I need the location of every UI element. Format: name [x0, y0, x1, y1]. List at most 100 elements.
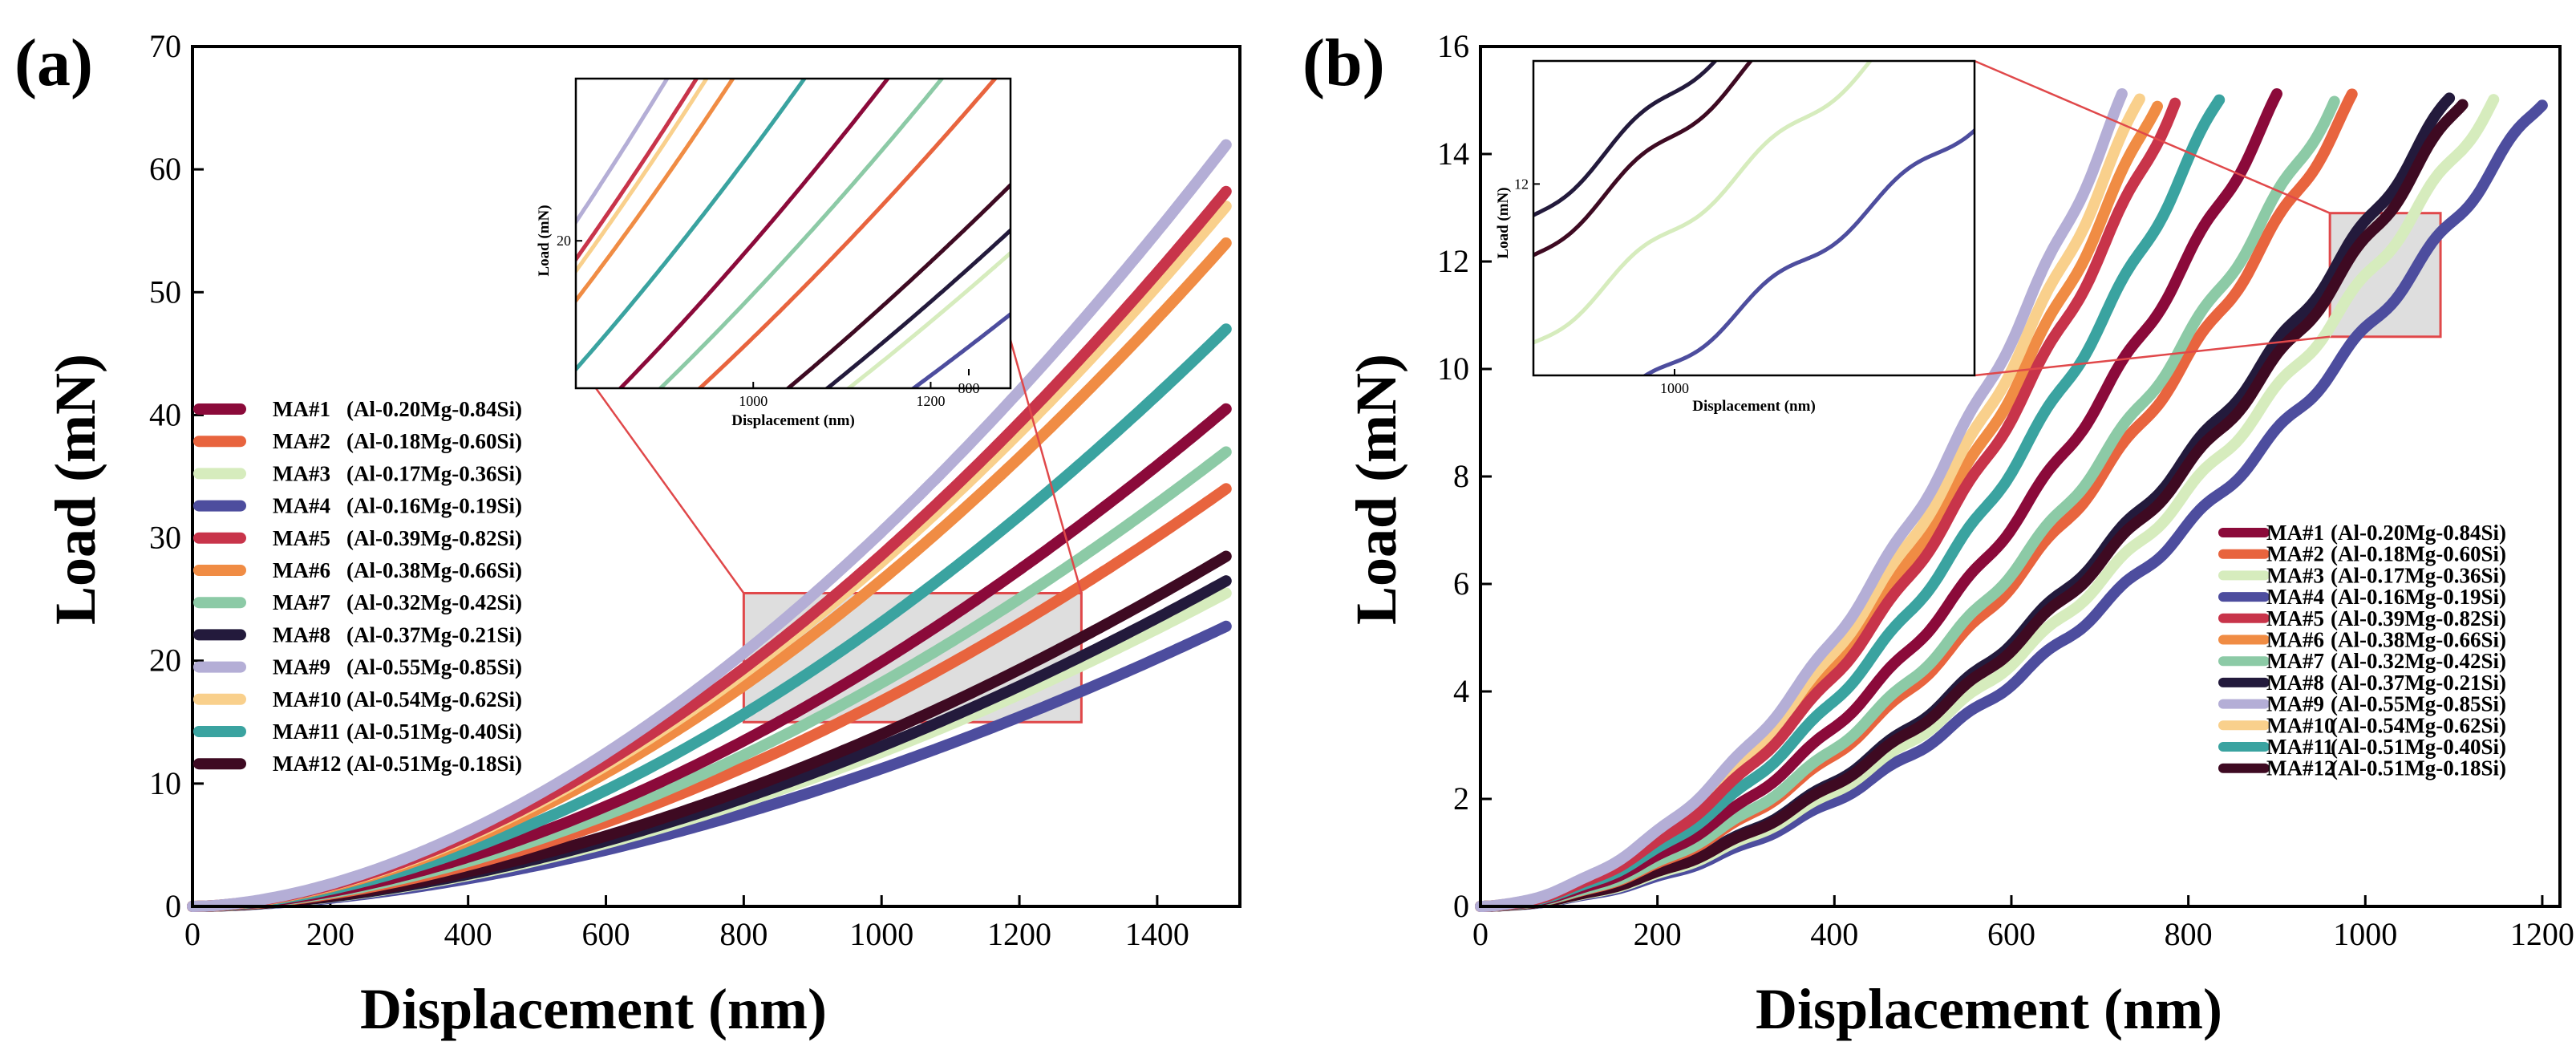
legend-series-name: MA#2: [2266, 542, 2324, 566]
legend-series-composition: (Al-0.55Mg-0.85Si): [346, 655, 522, 679]
panel-b: (b) Load (mN) Displacement (nm) 0 200 400 6…: [958, 26, 2574, 1041]
panel-b-plot-frame: [1479, 45, 2562, 908]
legend-series-composition: (Al-0.55Mg-0.85Si): [2331, 692, 2506, 716]
legend-series-composition: (Al-0.51Mg-0.18Si): [346, 752, 522, 776]
legend-series-name: MA#7: [273, 590, 330, 614]
legend-series-name: MA#8: [2266, 671, 2324, 695]
legend-series-composition: (Al-0.18Mg-0.60Si): [2331, 542, 2506, 566]
inset-curve-ma1: [618, 79, 891, 388]
inset-curve-ma2: [696, 79, 998, 388]
legend-series-name: MA#9: [273, 655, 330, 679]
panel-a-inset-x-title: Displacement (nm): [731, 412, 855, 429]
y-tick-label: 14: [1437, 136, 1469, 172]
legend-series-composition: (Al-0.16Mg-0.19Si): [2331, 585, 2506, 609]
legend-series-composition: (Al-0.51Mg-0.40Si): [346, 720, 522, 744]
panel-a-ticks: 0 200 400 600 800 1000 1200 1400 0 10 20 30 40 50 60 70: [149, 28, 1189, 952]
y-tick-label: 4: [1453, 673, 1469, 709]
legend-series-name: MA#12: [2266, 756, 2335, 780]
curve-ma12: [1475, 99, 2469, 912]
legend-series-name: MA#4: [2266, 585, 2324, 609]
y-tick-label: 8: [1453, 458, 1469, 494]
y-tick-label: 30: [149, 520, 181, 556]
y-tick-label: 0: [165, 888, 181, 924]
panel-a-curves: [187, 139, 1232, 912]
inset-curve-ma11: [576, 79, 808, 373]
x-tick-label: 800: [2165, 916, 2213, 952]
x-tick-label: 200: [1634, 916, 1682, 952]
legend-series-name: MA#6: [2266, 628, 2324, 652]
inset-x-tick-label: 1000: [739, 393, 768, 409]
legend-series-composition: (Al-0.20Mg-0.84Si): [346, 397, 522, 421]
panel-b-inset: 800 1000 12 Displacement (nm) Load (mN): [958, 59, 1976, 415]
legend-series-name: MA#10: [2266, 713, 2335, 737]
panel-a-plot-frame: [191, 45, 1241, 908]
y-tick-label: 40: [149, 396, 181, 432]
panel-b-y-axis-title: Load (mN): [1344, 354, 1408, 625]
x-tick-label: 800: [719, 916, 768, 952]
legend-series-name: MA#1: [273, 397, 330, 421]
legend-series-name: MA#8: [273, 622, 330, 647]
zoom-connector-line: [1974, 335, 2331, 377]
legend-series-name: MA#5: [2266, 606, 2324, 630]
legend-series-name: MA#6: [273, 558, 330, 582]
x-tick-label: 1200: [2510, 916, 2574, 952]
legend-series-composition: (Al-0.39Mg-0.82Si): [2331, 606, 2506, 630]
legend-series-name: MA#12: [273, 752, 341, 776]
legend-series-name: MA#2: [273, 429, 330, 453]
legend-series-composition: (Al-0.51Mg-0.18Si): [2331, 756, 2506, 780]
panel-b-x-axis-title: Displacement (nm): [1756, 977, 2222, 1041]
panel-b-zoom-region: [2328, 212, 2442, 338]
inset-curve-ma8: [1533, 61, 1718, 217]
panel-a-inset-frame: [574, 77, 1012, 390]
legend-series-composition: (Al-0.32Mg-0.42Si): [2331, 649, 2506, 673]
x-tick-label: 200: [306, 916, 354, 952]
legend-series-composition: (Al-0.54Mg-0.62Si): [346, 687, 522, 711]
x-tick-label: 0: [184, 916, 200, 952]
legend-series-composition: (Al-0.17Mg-0.36Si): [2331, 563, 2506, 587]
legend-series-name: MA#9: [2266, 692, 2324, 716]
inset-curve-ma12: [1533, 61, 1754, 257]
zoom-connector-line: [1009, 339, 1083, 594]
panel-a-inset-y-title: Load (mN): [536, 205, 553, 276]
inset-curve-ma4: [1642, 128, 1975, 375]
legend-series-name: MA#10: [273, 687, 341, 711]
x-tick-label: 1200: [987, 916, 1051, 952]
legend-series-name: MA#3: [2266, 563, 2324, 587]
legend-series-composition: (Al-0.32Mg-0.42Si): [346, 590, 522, 614]
legend-series-name: MA#11: [273, 720, 340, 744]
y-tick-label: 70: [149, 28, 181, 64]
inset-y-tick-label: 12: [1514, 176, 1529, 192]
x-tick-label: 400: [444, 916, 492, 952]
inset-x-tick-label: 1200: [916, 393, 945, 409]
legend-series-composition: (Al-0.18Mg-0.60Si): [346, 429, 522, 453]
inset-curve-ma3: [845, 250, 1011, 388]
legend-series-composition: (Al-0.38Mg-0.66Si): [2331, 628, 2506, 652]
panel-b-inset-x-title: Displacement (nm): [1692, 398, 1816, 415]
inset-curve-ma6: [576, 79, 735, 304]
legend-series-composition: (Al-0.39Mg-0.82Si): [346, 526, 522, 550]
y-tick-label: 60: [149, 151, 181, 187]
x-tick-label: 1000: [2333, 916, 2397, 952]
panel-a-legend: MA#1 (Al-0.20Mg-0.84Si) MA#2 (Al-0.18Mg-0.6…: [193, 397, 522, 776]
x-tick-label: 1000: [849, 916, 913, 952]
inset-curve-ma4: [910, 311, 1011, 388]
x-tick-label: 400: [1810, 916, 1858, 952]
y-tick-label: 10: [149, 765, 181, 801]
legend-series-composition: (Al-0.17Mg-0.36Si): [346, 461, 522, 485]
y-tick-label: 10: [1437, 351, 1469, 387]
panel-b-label: (b): [1302, 26, 1385, 100]
zoom-connector-line: [1974, 59, 2331, 214]
x-tick-label: 600: [582, 916, 630, 952]
inset-curve-ma9: [576, 79, 670, 226]
legend-series-name: MA#5: [273, 526, 330, 550]
legend-series-composition: (Al-0.38Mg-0.66Si): [346, 558, 522, 582]
inset-curve-ma8: [824, 227, 1011, 388]
y-tick-label: 50: [149, 274, 181, 310]
panel-b-ticks: 0 200 400 600 800 1000 1200 0 2 4 6 8 10 12 14 16: [1437, 28, 2574, 952]
legend-series-composition: (Al-0.51Mg-0.40Si): [2331, 735, 2506, 759]
inset-curve-ma5: [576, 79, 699, 263]
panel-a-x-axis-title: Displacement (nm): [360, 977, 827, 1041]
panel-b-legend: MA#1 (Al-0.20Mg-0.84Si) MA#2 (Al-0.18Mg-0.6…: [2218, 521, 2506, 780]
inset-x-tick-label: 1000: [1660, 380, 1689, 396]
inset-curve-ma3: [1533, 61, 1873, 345]
